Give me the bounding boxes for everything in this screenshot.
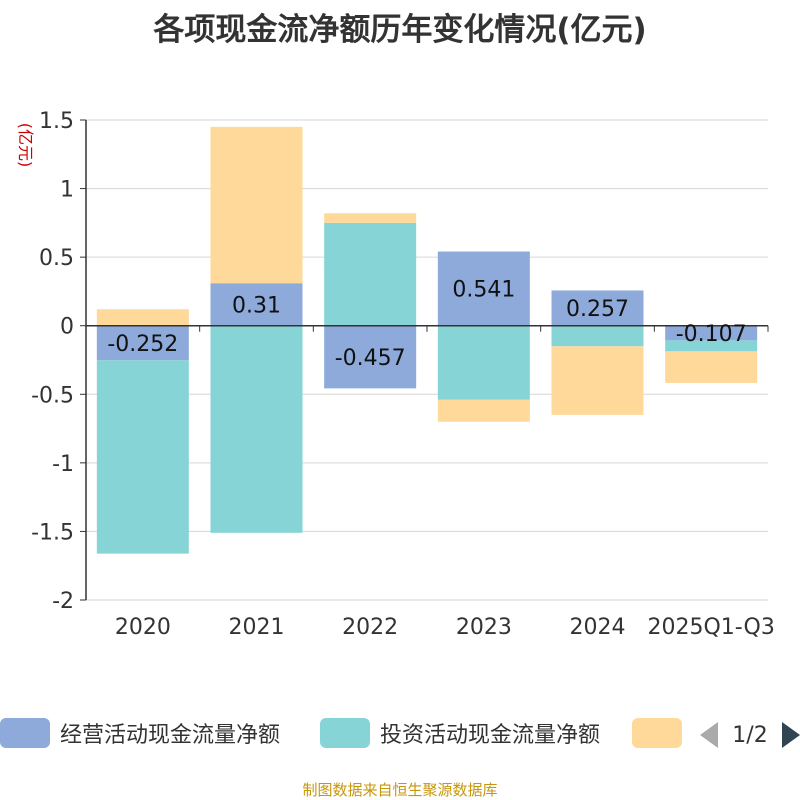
legend-label-investing[interactable]: 投资活动现金流量净额: [380, 723, 600, 748]
y-tick-label: -0.5: [31, 383, 74, 408]
x-tick-label: 2024: [570, 615, 626, 640]
bar-financing: [324, 213, 417, 223]
legend-page-indicator: 1/2: [732, 723, 767, 748]
axes: 1.5 1 0.5 0 -0.5 -1 -1.5 -2 2020 2021 2022 2023 2024…: [31, 109, 775, 640]
y-tick-label: -2: [52, 589, 74, 614]
bar-value-label: 0.541: [452, 278, 515, 303]
bar-value-label: -0.252: [107, 332, 178, 357]
bar-operating: [324, 325, 417, 389]
y-tick-label: 1: [60, 178, 74, 203]
bar-financing: [437, 399, 530, 422]
y-tick-label: 0.5: [39, 246, 74, 271]
legend-label-operating[interactable]: 经营活动现金流量净额: [60, 723, 280, 748]
bar-operating: [210, 283, 303, 326]
grid: [86, 119, 768, 601]
y-tick-label: -1.5: [31, 520, 74, 545]
bar-value-label: -0.107: [676, 322, 747, 347]
legend-swatch-financing[interactable]: [632, 718, 682, 748]
bar-investing: [551, 325, 644, 347]
bar-investing: [665, 340, 758, 352]
data-labels: -0.252 0.31 -0.457 0.541 0.257 -0.107: [107, 278, 746, 371]
y-tick-label: -1: [52, 452, 74, 477]
x-tick-label: 2020: [115, 615, 171, 640]
bar-operating: [551, 290, 644, 326]
bar-operating: [665, 325, 758, 341]
legend-prev-page-icon[interactable]: [700, 722, 718, 748]
legend: 经营活动现金流量净额 投资活动现金流量净额 1/2: [0, 718, 800, 748]
legend-next-page-icon[interactable]: [782, 722, 800, 748]
bar-investing: [96, 360, 189, 554]
x-tick-label: 2023: [456, 615, 512, 640]
bar-financing: [96, 309, 189, 326]
bar-operating: [437, 251, 530, 326]
bar-financing: [551, 346, 644, 415]
bar-investing: [437, 325, 530, 400]
bar-operating: [96, 325, 189, 361]
x-tick-label: 2022: [342, 615, 398, 640]
legend-swatch-investing[interactable]: [320, 718, 370, 748]
bar-value-label: 0.257: [566, 297, 629, 322]
data-source-note: 制图数据来自恒生聚源数据库: [302, 781, 497, 799]
legend-swatch-operating[interactable]: [0, 718, 50, 748]
bar-value-label: -0.457: [335, 346, 406, 371]
chart-title: 各项现金流净额历年变化情况(亿元): [152, 12, 646, 48]
bar-financing: [665, 351, 758, 383]
y-axis-unit: (亿元): [16, 123, 35, 168]
bar-investing: [324, 222, 417, 326]
y-tick-label: 1.5: [39, 109, 74, 134]
bar-financing: [210, 126, 303, 284]
bars: [96, 126, 758, 554]
x-tick-label: 2025Q1-Q3: [647, 615, 774, 640]
y-tick-label: 0: [60, 315, 74, 340]
bar-value-label: 0.31: [232, 293, 281, 318]
bar-investing: [210, 325, 303, 533]
x-tick-label: 2021: [229, 615, 285, 640]
